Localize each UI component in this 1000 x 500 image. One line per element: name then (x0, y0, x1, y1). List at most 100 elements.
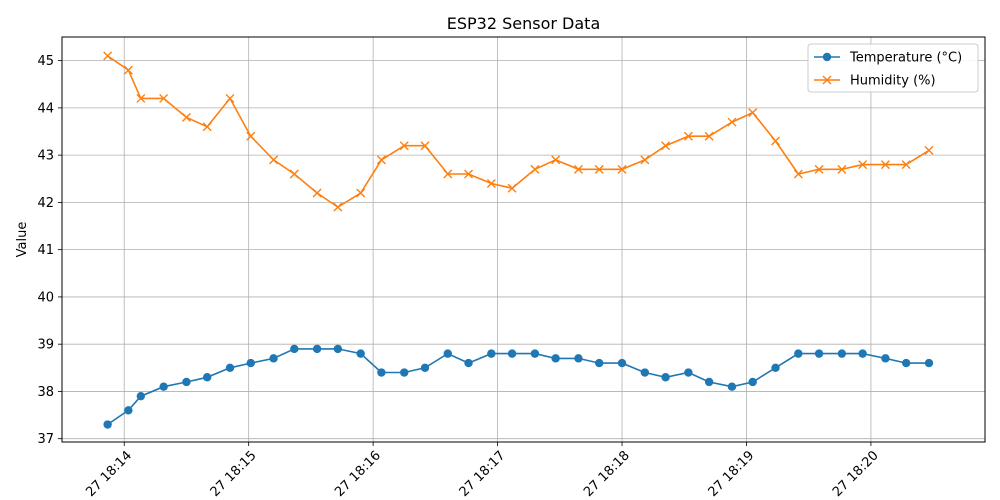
data-point (289, 169, 299, 179)
data-point (530, 164, 540, 174)
legend-marker (822, 75, 832, 85)
y-axis-label: Value (15, 222, 30, 258)
data-point (443, 169, 453, 179)
data-point (924, 358, 934, 368)
data-point (771, 136, 781, 146)
data-point (225, 363, 235, 373)
data-point (103, 51, 113, 61)
data-point (901, 358, 911, 368)
grid-lines (62, 37, 985, 442)
y-tick-label: 39 (37, 338, 54, 353)
data-point (290, 344, 299, 354)
data-point (748, 108, 758, 118)
legend-marker (822, 52, 832, 62)
y-axis: 37 38 39 40 41 42 43 44 45 (37, 54, 62, 447)
data-point (617, 358, 627, 368)
legend-box (807, 43, 979, 93)
data-point (771, 363, 780, 373)
data-point (464, 358, 473, 368)
data-point (617, 164, 627, 174)
data-point (464, 169, 474, 179)
data-point (202, 373, 212, 382)
data-point (530, 349, 540, 358)
data-point (333, 344, 343, 354)
data-point (640, 155, 650, 165)
y-tick-label: 45 (37, 54, 54, 69)
data-point (837, 164, 847, 174)
data-point (594, 164, 604, 174)
data-point (507, 349, 517, 358)
y-tick-label: 40 (37, 290, 54, 305)
data-point (123, 65, 133, 75)
data-point (181, 112, 191, 122)
data-point (837, 349, 847, 358)
data-point (202, 122, 212, 132)
y-tick-label: 44 (37, 101, 54, 116)
data-point (640, 368, 650, 377)
series-humidity (103, 51, 934, 212)
data-point (704, 377, 714, 387)
data-point (661, 141, 671, 151)
data-point (376, 155, 386, 165)
data-point (595, 358, 604, 368)
y-tick-label: 43 (37, 149, 54, 164)
data-point (727, 382, 737, 391)
data-point (420, 363, 430, 373)
data-point (159, 382, 168, 391)
data-point (551, 155, 561, 165)
data-point (399, 141, 409, 151)
legend-entry: Temperature (°C) (814, 51, 962, 66)
data-point (727, 117, 737, 127)
data-point (748, 377, 757, 387)
data-point (551, 354, 560, 363)
data-point (507, 183, 517, 193)
data-point (159, 93, 169, 103)
data-point (684, 368, 693, 377)
data-point (901, 160, 911, 170)
data-point (400, 368, 409, 377)
data-point (487, 349, 496, 358)
y-tick-label: 38 (37, 385, 54, 400)
data-point (136, 391, 146, 401)
data-point (356, 188, 366, 198)
data-point (443, 349, 452, 358)
data-point (858, 160, 868, 170)
legend-label: Temperature (°C) (849, 51, 962, 66)
data-point (858, 349, 867, 358)
data-point (136, 93, 146, 103)
data-point (333, 202, 343, 212)
data-point (814, 164, 824, 174)
data-point (246, 358, 255, 368)
legend: Temperature (°C) Humidity (%) (807, 43, 979, 93)
data-point (377, 368, 386, 377)
data-point (269, 155, 279, 165)
series-temperature (103, 344, 934, 429)
data-point (486, 179, 496, 188)
data-point (312, 188, 322, 198)
data-point (246, 131, 256, 141)
data-point (225, 93, 235, 103)
data-point (704, 131, 714, 141)
legend-label: Humidity (%) (850, 74, 936, 89)
data-point (420, 141, 430, 151)
data-point (573, 164, 583, 174)
data-point (574, 354, 583, 363)
data-point (881, 354, 890, 363)
data-point (794, 349, 803, 358)
data-point (683, 131, 693, 141)
chart-title: ESP32 Sensor Data (447, 14, 601, 33)
plot-frame (61, 36, 986, 443)
data-point (661, 373, 670, 382)
data-point (356, 349, 365, 358)
data-point (312, 344, 322, 354)
y-tick-label: 37 (37, 432, 54, 447)
data-point (182, 377, 191, 387)
y-tick-label: 41 (37, 243, 54, 258)
legend-entry: Humidity (%) (814, 74, 936, 89)
data-point (124, 406, 133, 415)
data-point (793, 169, 803, 179)
data-point (880, 160, 890, 170)
series-layer (103, 51, 934, 429)
y-tick-label: 42 (37, 196, 54, 211)
